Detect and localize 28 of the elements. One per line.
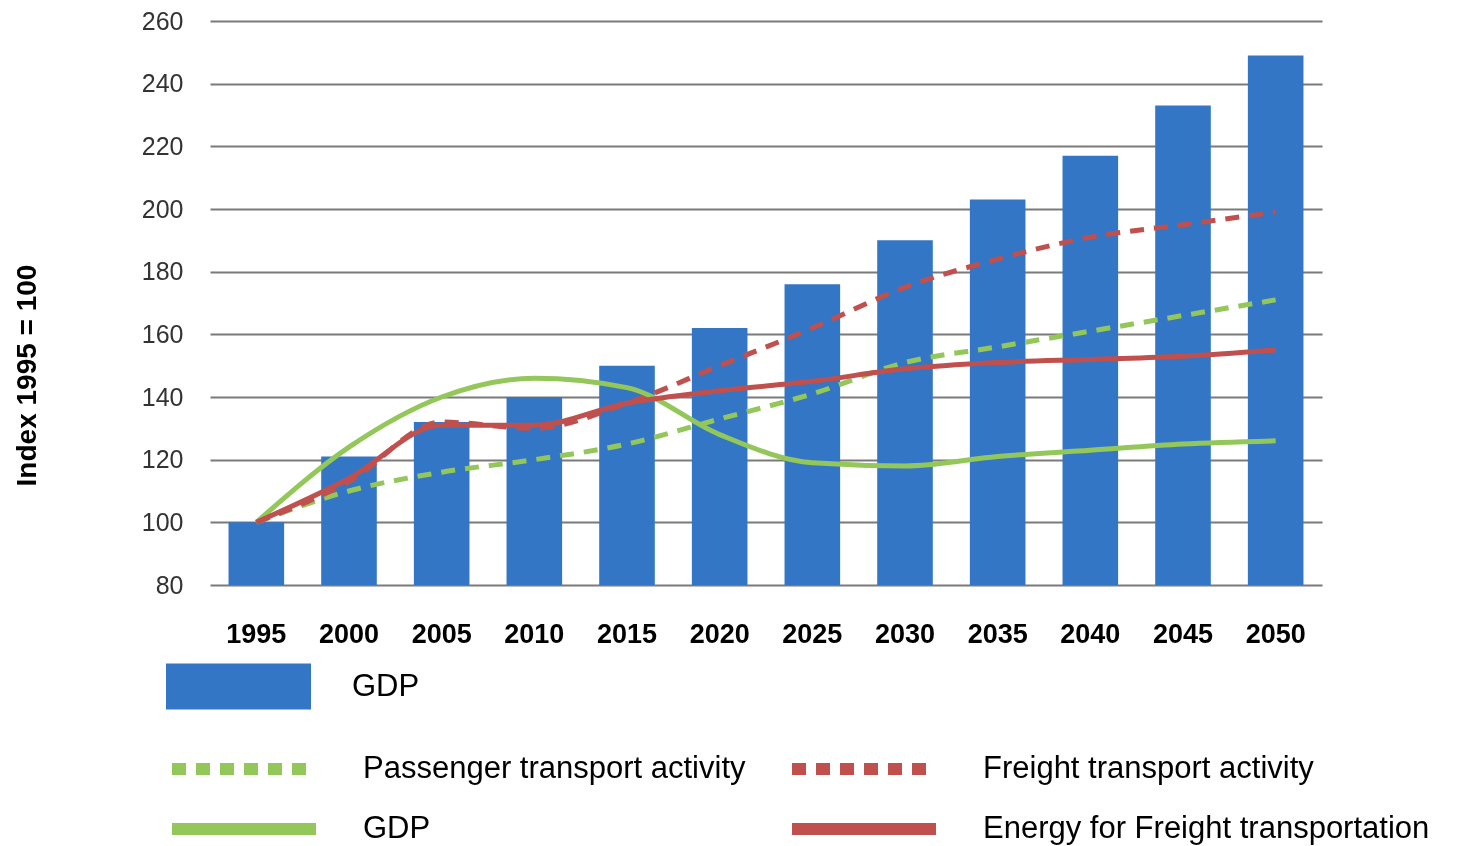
x-tick-label: 1995 (226, 618, 287, 649)
x-tick-label: 2050 (1245, 618, 1306, 649)
legend-label: GDP (352, 667, 420, 703)
y-tick-label: 240 (141, 69, 184, 98)
y-tick-label: 140 (141, 382, 184, 411)
legend-label: GDP (363, 810, 431, 845)
y-tick-label: 180 (141, 257, 184, 286)
x-tick-label: 2015 (596, 618, 658, 649)
x-tick-label: 2005 (411, 618, 472, 649)
legend-label: Freight transport activity (983, 750, 1315, 785)
y-tick-label: 160 (141, 319, 184, 348)
x-tick-label: 2010 (504, 618, 565, 649)
x-tick-label: 2025 (782, 618, 843, 649)
legend-label: Passenger transport activity (363, 750, 746, 785)
x-tick-label: 2045 (1152, 618, 1214, 649)
x-tick-label: 2030 (874, 618, 936, 649)
y-tick-label: 120 (141, 445, 184, 474)
y-tick-label: 100 (141, 507, 184, 536)
x-tick-label: 2000 (318, 618, 380, 649)
x-tick-label: 2040 (1060, 618, 1121, 649)
y-tick-label: 80 (155, 570, 184, 599)
legend-label: Energy for Freight transportation (983, 810, 1430, 845)
y-tick-label: 260 (141, 6, 184, 35)
y-tick-label: 200 (141, 194, 184, 223)
x-tick-label: 2020 (689, 618, 750, 649)
y-tick-label: 220 (141, 131, 184, 160)
y-axis-title: Index 1995 = 100 (10, 264, 42, 487)
x-tick-label: 2035 (967, 618, 1028, 649)
